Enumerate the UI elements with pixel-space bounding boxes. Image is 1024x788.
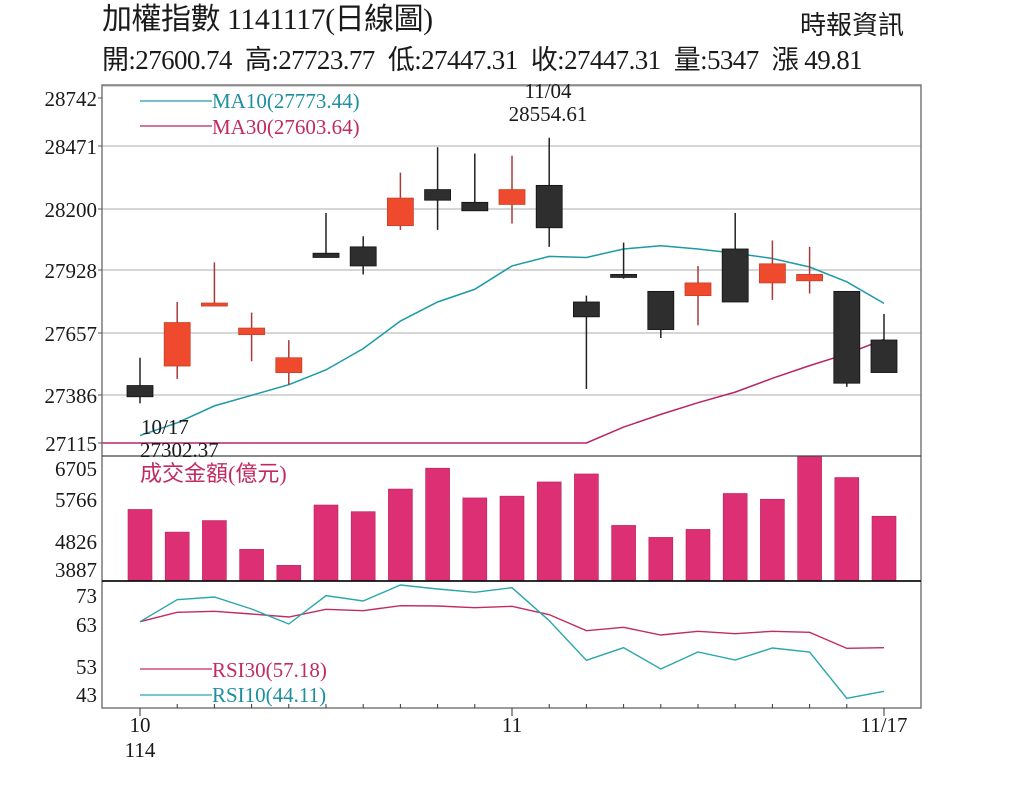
candle-body <box>535 184 563 229</box>
candle-body <box>200 302 228 307</box>
y-tick: 43 <box>76 683 97 707</box>
y-tick: 4826 <box>55 530 97 554</box>
x-tick-sublabel: 114 <box>125 738 156 762</box>
close-value: 收:27447.31 <box>530 45 661 75</box>
chart-frame <box>98 84 922 716</box>
ma30-legend-label: MA30(27603.64) <box>212 115 360 139</box>
x-tick-label: 11/17 <box>860 713 907 737</box>
x-tick-label: 10 <box>130 713 151 737</box>
candlesticks <box>126 137 898 404</box>
volume-bar <box>462 497 488 582</box>
ohlc-summary: 開:27600.74 高:27723.77 低:27447.31 收:27447… <box>102 44 869 76</box>
rsi30-line <box>139 604 885 650</box>
volume-bar <box>611 525 636 582</box>
price-legend: MA10(27773.44) MA30(27603.64) <box>140 89 360 139</box>
rsi10-legend-label: RSI10(44.11) <box>212 683 326 707</box>
volume-bar <box>350 511 376 582</box>
volume-bar <box>536 481 562 582</box>
ma30-line <box>102 338 885 444</box>
candle-body <box>275 357 303 374</box>
open-value: 開:27600.74 <box>102 45 232 75</box>
volume-bar <box>239 549 264 582</box>
high-annotation-value: 28554.61 <box>509 102 588 126</box>
volume-bar <box>648 537 674 582</box>
volume-value: 量:5347 <box>673 45 760 75</box>
ma10-line <box>139 245 885 437</box>
volume-bar <box>685 529 711 582</box>
rsi-lines <box>139 584 885 700</box>
y-tick: 27657 <box>45 322 98 346</box>
candle-body <box>312 252 340 258</box>
candle-body <box>498 189 526 205</box>
y-tick: 3887 <box>55 558 97 582</box>
volume-pane-label: 成交金額(億元) <box>140 461 287 486</box>
volume-bar <box>425 467 450 582</box>
volume-bar <box>202 520 227 582</box>
volume-bars <box>127 455 897 582</box>
candle-body <box>461 201 489 212</box>
candle-body <box>238 327 266 336</box>
chart-title: 加權指數 1141117(日線圖) <box>102 3 433 36</box>
x-tick-label: 11 <box>502 713 522 737</box>
candle-body <box>386 197 414 227</box>
candle-body <box>684 282 712 297</box>
volume-bar <box>313 504 339 582</box>
price-y-axis: 28742 28471 28200 27928 27657 27386 2711… <box>45 87 98 456</box>
y-tick: 28200 <box>45 198 98 222</box>
candle-body <box>870 339 898 373</box>
rsi-legend: RSI30(57.18) RSI10(44.11) <box>140 658 327 707</box>
y-tick: 73 <box>76 584 97 608</box>
volume-bar <box>760 498 785 582</box>
source-label: 時報資訊 <box>800 11 905 40</box>
low-value: 低:27447.31 <box>387 45 518 75</box>
y-tick: 6705 <box>55 457 97 481</box>
low-annotation-date: 10/17 <box>141 415 189 439</box>
volume-bar <box>276 565 302 582</box>
candle-body <box>833 290 861 384</box>
candle-body <box>573 301 600 318</box>
high-value: 高:27723.77 <box>244 45 375 75</box>
volume-bar <box>834 477 860 582</box>
y-tick: 28742 <box>45 87 98 111</box>
volume-bar <box>871 515 897 582</box>
candle-body <box>126 385 154 398</box>
volume-bar <box>388 488 413 582</box>
volume-bar <box>164 531 190 582</box>
x-axis: 10 114 11 11/17 <box>125 713 908 762</box>
change-value: 漲 49.81 <box>771 45 863 75</box>
rsi-y-axis: 73 63 53 43 <box>76 584 97 707</box>
volume-bar <box>127 509 153 582</box>
volume-bar <box>797 455 822 582</box>
volume-bar <box>574 473 599 582</box>
candle-body <box>796 274 823 282</box>
candle-body <box>349 246 377 267</box>
volume-bar <box>499 495 525 582</box>
y-tick: 27386 <box>45 384 98 408</box>
ma10-legend-label: MA10(27773.44) <box>212 89 360 113</box>
volume-y-axis: 6705 5766 4826 3887 <box>55 457 97 582</box>
candle-body <box>759 263 786 284</box>
rsi30-legend-label: RSI30(57.18) <box>212 658 327 682</box>
candle-body <box>610 274 637 278</box>
moving-average-lines <box>102 245 885 444</box>
volume-bar <box>722 493 748 582</box>
high-annotation-date: 11/04 <box>524 79 572 103</box>
y-tick: 27928 <box>45 259 98 283</box>
candle-body <box>424 189 452 201</box>
y-tick: 53 <box>76 655 97 679</box>
low-annotation-value: 27302.37 <box>140 438 219 462</box>
y-tick: 63 <box>76 613 97 637</box>
y-tick: 28471 <box>45 135 98 159</box>
candle-body <box>721 248 749 303</box>
candle-body <box>163 322 191 367</box>
y-tick: 27115 <box>45 432 97 456</box>
candle-body <box>647 290 675 330</box>
rsi10-line <box>139 584 885 700</box>
y-tick: 5766 <box>55 488 97 512</box>
